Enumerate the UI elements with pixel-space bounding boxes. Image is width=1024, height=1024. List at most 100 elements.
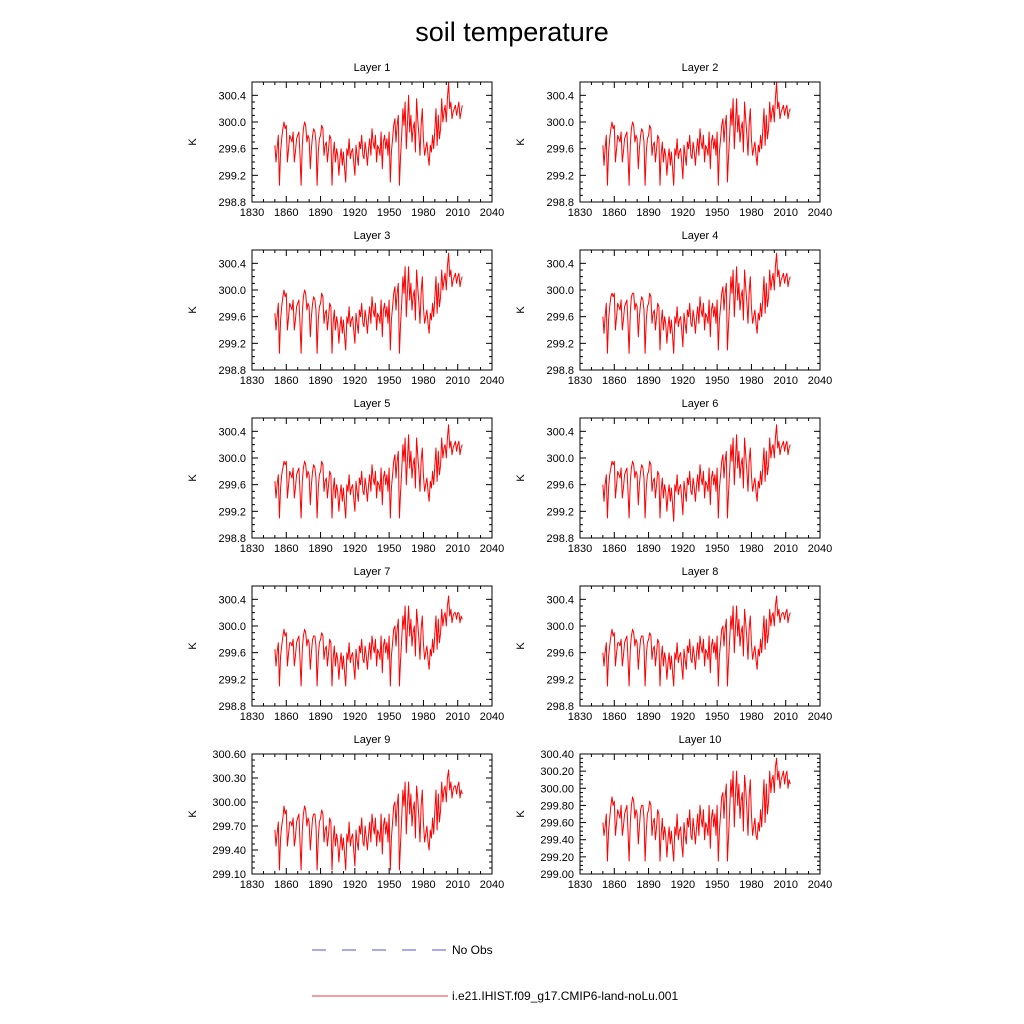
layer-6-xtick-label: 1950	[705, 543, 729, 555]
layer-5-ylabel: K	[187, 474, 199, 482]
layer-3-ytick-label: 299.6	[218, 312, 246, 324]
layer-8-ytick-label: 298.8	[546, 701, 574, 713]
layer-1-xtick-label: 1980	[411, 207, 435, 219]
layer-8-title: Layer 8	[682, 566, 719, 578]
layer-6-ytick-label: 299.6	[546, 480, 574, 492]
layer-5-xtick-label: 2010	[445, 543, 469, 555]
layer-5-title: Layer 5	[354, 398, 391, 410]
layer-5-ytick-label: 298.8	[218, 533, 246, 545]
layer-8-xtick-label: 1860	[602, 711, 626, 723]
panel-layer-8: Layer 8 K 1830 1860 1890 1920 1950 1980 2010 2040…	[515, 566, 832, 723]
layer-8-ytick-label: 299.2	[546, 674, 574, 686]
layer-6-xtick-label: 1920	[671, 543, 695, 555]
layer-3-xtick-label: 1920	[343, 375, 367, 387]
layer-1-ylabel: K	[187, 138, 199, 146]
layer-6-xtick-label: 1860	[602, 543, 626, 555]
layer-4-ytick-label: 300.0	[546, 285, 574, 297]
layer-1-ytick-label: 299.2	[218, 170, 246, 182]
legend-model-run-label: i.e21.IHIST.f09_g17.CMIP6-land-noLu.001	[452, 989, 678, 1003]
layer-2-xtick-label: 1920	[671, 207, 695, 219]
layer-8-xtick-label: 1890	[636, 711, 660, 723]
layer-1-xtick-label: 1830	[240, 207, 264, 219]
layer-10-xtick-label: 1950	[705, 879, 729, 891]
layer-3-ytick-label: 298.8	[218, 365, 246, 377]
layer-2-xtick-label: 1980	[739, 207, 763, 219]
layer-6-ytick-label: 299.2	[546, 506, 574, 518]
layer-10-ytick-label: 299.60	[540, 818, 574, 830]
layer-2-xtick-label: 2010	[773, 207, 797, 219]
layer-7-xtick-label: 1980	[411, 711, 435, 723]
layer-2-xtick-label: 1860	[602, 207, 626, 219]
layer-1-data-line	[274, 81, 463, 186]
layer-5-ytick-label: 299.6	[218, 480, 246, 492]
layer-6-ytick-label: 298.8	[546, 533, 574, 545]
layer-4-ytick-label: 300.4	[546, 258, 574, 270]
layer-7-xtick-label: 1830	[240, 711, 264, 723]
layer-9-data-line	[274, 769, 463, 871]
layer-9-xtick-label: 1890	[308, 879, 332, 891]
layer-4-xtick-label: 2040	[808, 375, 832, 387]
panel-layer-2: Layer 2 K 1830 1860 1890 1920 1950 1980 2010 2040…	[515, 62, 832, 219]
layer-3-ytick-label: 300.0	[218, 285, 246, 297]
layer-1-xtick-label: 2040	[480, 207, 504, 219]
layer-6-data-line	[602, 424, 791, 522]
layer-5-xtick-label: 1980	[411, 543, 435, 555]
layer-2-data-line	[602, 81, 791, 186]
layer-10-xtick-label: 1830	[568, 879, 592, 891]
layer-5-xtick-label: 1830	[240, 543, 264, 555]
layer-5-xtick-label: 1860	[274, 543, 298, 555]
layer-5-data-line	[274, 424, 463, 519]
layer-4-xtick-label: 1920	[671, 375, 695, 387]
layer-4-xtick-label: 2010	[773, 375, 797, 387]
layer-4-xtick-label: 1890	[636, 375, 660, 387]
layer-10-ytick-label: 300.00	[540, 783, 574, 795]
layer-2-title: Layer 2	[682, 62, 719, 74]
layer-5-xtick-label: 1920	[343, 543, 367, 555]
layer-3-xtick-label: 2040	[480, 375, 504, 387]
panels-container: Layer 1 K 1830 1860 1890 1920 1950 1980 2010 2040…	[187, 62, 832, 891]
layer-4-ytick-label: 299.2	[546, 338, 574, 350]
layer-6-xtick-label: 1980	[739, 543, 763, 555]
layer-3-xtick-label: 1890	[308, 375, 332, 387]
figure-title: soil temperature	[415, 17, 609, 47]
layer-10-ytick-label: 299.00	[540, 869, 574, 881]
layer-10-title: Layer 10	[679, 734, 722, 746]
layer-8-ytick-label: 300.0	[546, 621, 574, 633]
layer-10-ytick-label: 299.20	[540, 852, 574, 864]
layer-7-xtick-label: 1890	[308, 711, 332, 723]
layer-2-ytick-label: 298.8	[546, 197, 574, 209]
layer-7-xtick-label: 1920	[343, 711, 367, 723]
legend: No Obs i.e21.IHIST.f09_g17.CMIP6-land-no…	[312, 943, 678, 1003]
layer-2-xtick-label: 1830	[568, 207, 592, 219]
layer-1-ytick-label: 299.6	[218, 144, 246, 156]
layer-9-xtick-label: 1920	[343, 879, 367, 891]
layer-8-xtick-label: 2010	[773, 711, 797, 723]
layer-6-ytick-label: 300.4	[546, 426, 574, 438]
layer-6-xtick-label: 1830	[568, 543, 592, 555]
layer-1-xtick-label: 1920	[343, 207, 367, 219]
layer-3-title: Layer 3	[354, 230, 391, 242]
layer-10-ytick-label: 299.80	[540, 800, 574, 812]
layer-2-ytick-label: 300.0	[546, 117, 574, 129]
panel-layer-9: Layer 9 K 1830 1860 1890 1920 1950 1980 2010 2040…	[187, 734, 504, 891]
layer-10-xtick-label: 1890	[636, 879, 660, 891]
layer-10-xtick-label: 1860	[602, 879, 626, 891]
layer-8-xtick-label: 1830	[568, 711, 592, 723]
panel-layer-6: Layer 6 K 1830 1860 1890 1920 1950 1980 2010 2040…	[515, 398, 832, 555]
layer-7-ytick-label: 299.6	[218, 648, 246, 660]
layer-7-xtick-label: 1950	[377, 711, 401, 723]
layer-1-xtick-label: 1890	[308, 207, 332, 219]
layer-2-ytick-label: 299.2	[546, 170, 574, 182]
panel-layer-4: Layer 4 K 1830 1860 1890 1920 1950 1980 2010 2040…	[515, 230, 832, 387]
layer-4-ytick-label: 298.8	[546, 365, 574, 377]
layer-3-xtick-label: 1950	[377, 375, 401, 387]
layer-3-xtick-label: 1860	[274, 375, 298, 387]
layer-6-xtick-label: 2040	[808, 543, 832, 555]
layer-2-ytick-label: 299.6	[546, 144, 574, 156]
layer-3-ytick-label: 300.4	[218, 258, 246, 270]
layer-2-xtick-label: 2040	[808, 207, 832, 219]
layer-3-data-line	[274, 252, 463, 354]
layer-2-ylabel: K	[515, 138, 527, 146]
layer-6-ylabel: K	[515, 474, 527, 482]
